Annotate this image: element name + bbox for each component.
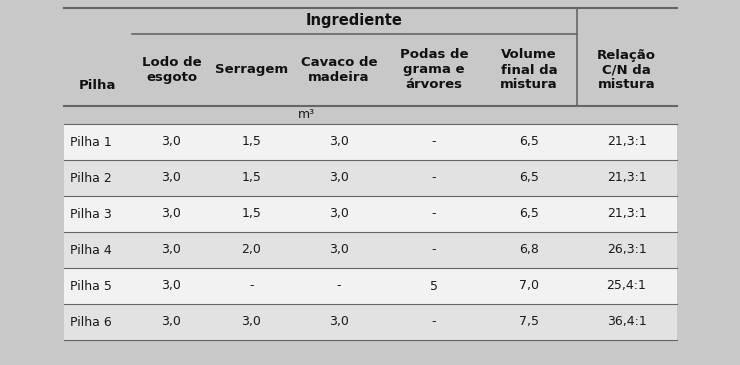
Text: 3,0: 3,0 bbox=[161, 280, 181, 292]
Text: 25,4:1: 25,4:1 bbox=[607, 280, 647, 292]
Text: 3,0: 3,0 bbox=[161, 207, 181, 220]
Text: Ingrediente: Ingrediente bbox=[306, 14, 403, 28]
Text: Lodo de
esgoto: Lodo de esgoto bbox=[141, 56, 201, 84]
Bar bbox=[64, 124, 676, 160]
Text: 6,8: 6,8 bbox=[519, 243, 539, 257]
Text: 3,0: 3,0 bbox=[329, 207, 349, 220]
Text: Serragem: Serragem bbox=[215, 64, 288, 77]
Text: 3,0: 3,0 bbox=[329, 243, 349, 257]
Text: 3,0: 3,0 bbox=[161, 315, 181, 328]
Text: Volume
final da
mistura: Volume final da mistura bbox=[500, 49, 558, 92]
Bar bbox=[64, 304, 676, 340]
Bar bbox=[64, 8, 676, 124]
Text: 26,3:1: 26,3:1 bbox=[607, 243, 646, 257]
Text: 5: 5 bbox=[430, 280, 438, 292]
Text: 7,5: 7,5 bbox=[519, 315, 539, 328]
Text: 21,3:1: 21,3:1 bbox=[607, 207, 646, 220]
Text: Cavaco de
madeira: Cavaco de madeira bbox=[300, 56, 377, 84]
Text: Pilha 6: Pilha 6 bbox=[70, 315, 111, 328]
Text: 3,0: 3,0 bbox=[329, 315, 349, 328]
Text: 3,0: 3,0 bbox=[161, 135, 181, 149]
Text: m³: m³ bbox=[298, 108, 315, 122]
Text: -: - bbox=[431, 135, 437, 149]
Text: -: - bbox=[431, 172, 437, 184]
Text: 1,5: 1,5 bbox=[241, 135, 261, 149]
Bar bbox=[64, 232, 676, 268]
Text: -: - bbox=[431, 207, 437, 220]
Text: Pilha 5: Pilha 5 bbox=[70, 280, 112, 292]
Text: -: - bbox=[431, 315, 437, 328]
Text: 7,0: 7,0 bbox=[519, 280, 539, 292]
Text: Pilha 3: Pilha 3 bbox=[70, 207, 111, 220]
Text: 21,3:1: 21,3:1 bbox=[607, 172, 646, 184]
Text: 3,0: 3,0 bbox=[161, 243, 181, 257]
Text: 1,5: 1,5 bbox=[241, 172, 261, 184]
Text: Relação
C/N da
mistura: Relação C/N da mistura bbox=[597, 49, 656, 92]
Text: 1,5: 1,5 bbox=[241, 207, 261, 220]
Text: 3,0: 3,0 bbox=[329, 172, 349, 184]
Text: 6,5: 6,5 bbox=[519, 172, 539, 184]
Text: -: - bbox=[337, 280, 341, 292]
Text: Pilha 2: Pilha 2 bbox=[70, 172, 111, 184]
Text: Pilha 4: Pilha 4 bbox=[70, 243, 111, 257]
Text: -: - bbox=[431, 243, 437, 257]
Text: 3,0: 3,0 bbox=[329, 135, 349, 149]
Bar bbox=[64, 268, 676, 304]
Text: 21,3:1: 21,3:1 bbox=[607, 135, 646, 149]
Text: 6,5: 6,5 bbox=[519, 135, 539, 149]
Text: 2,0: 2,0 bbox=[241, 243, 261, 257]
Bar bbox=[64, 160, 676, 196]
Text: Podas de
grama e
árvores: Podas de grama e árvores bbox=[400, 49, 468, 92]
Text: Pilha: Pilha bbox=[79, 79, 116, 92]
Text: 3,0: 3,0 bbox=[241, 315, 261, 328]
Text: Pilha 1: Pilha 1 bbox=[70, 135, 111, 149]
Bar bbox=[64, 196, 676, 232]
Text: -: - bbox=[249, 280, 254, 292]
Text: 3,0: 3,0 bbox=[161, 172, 181, 184]
Text: 6,5: 6,5 bbox=[519, 207, 539, 220]
Text: 36,4:1: 36,4:1 bbox=[607, 315, 646, 328]
